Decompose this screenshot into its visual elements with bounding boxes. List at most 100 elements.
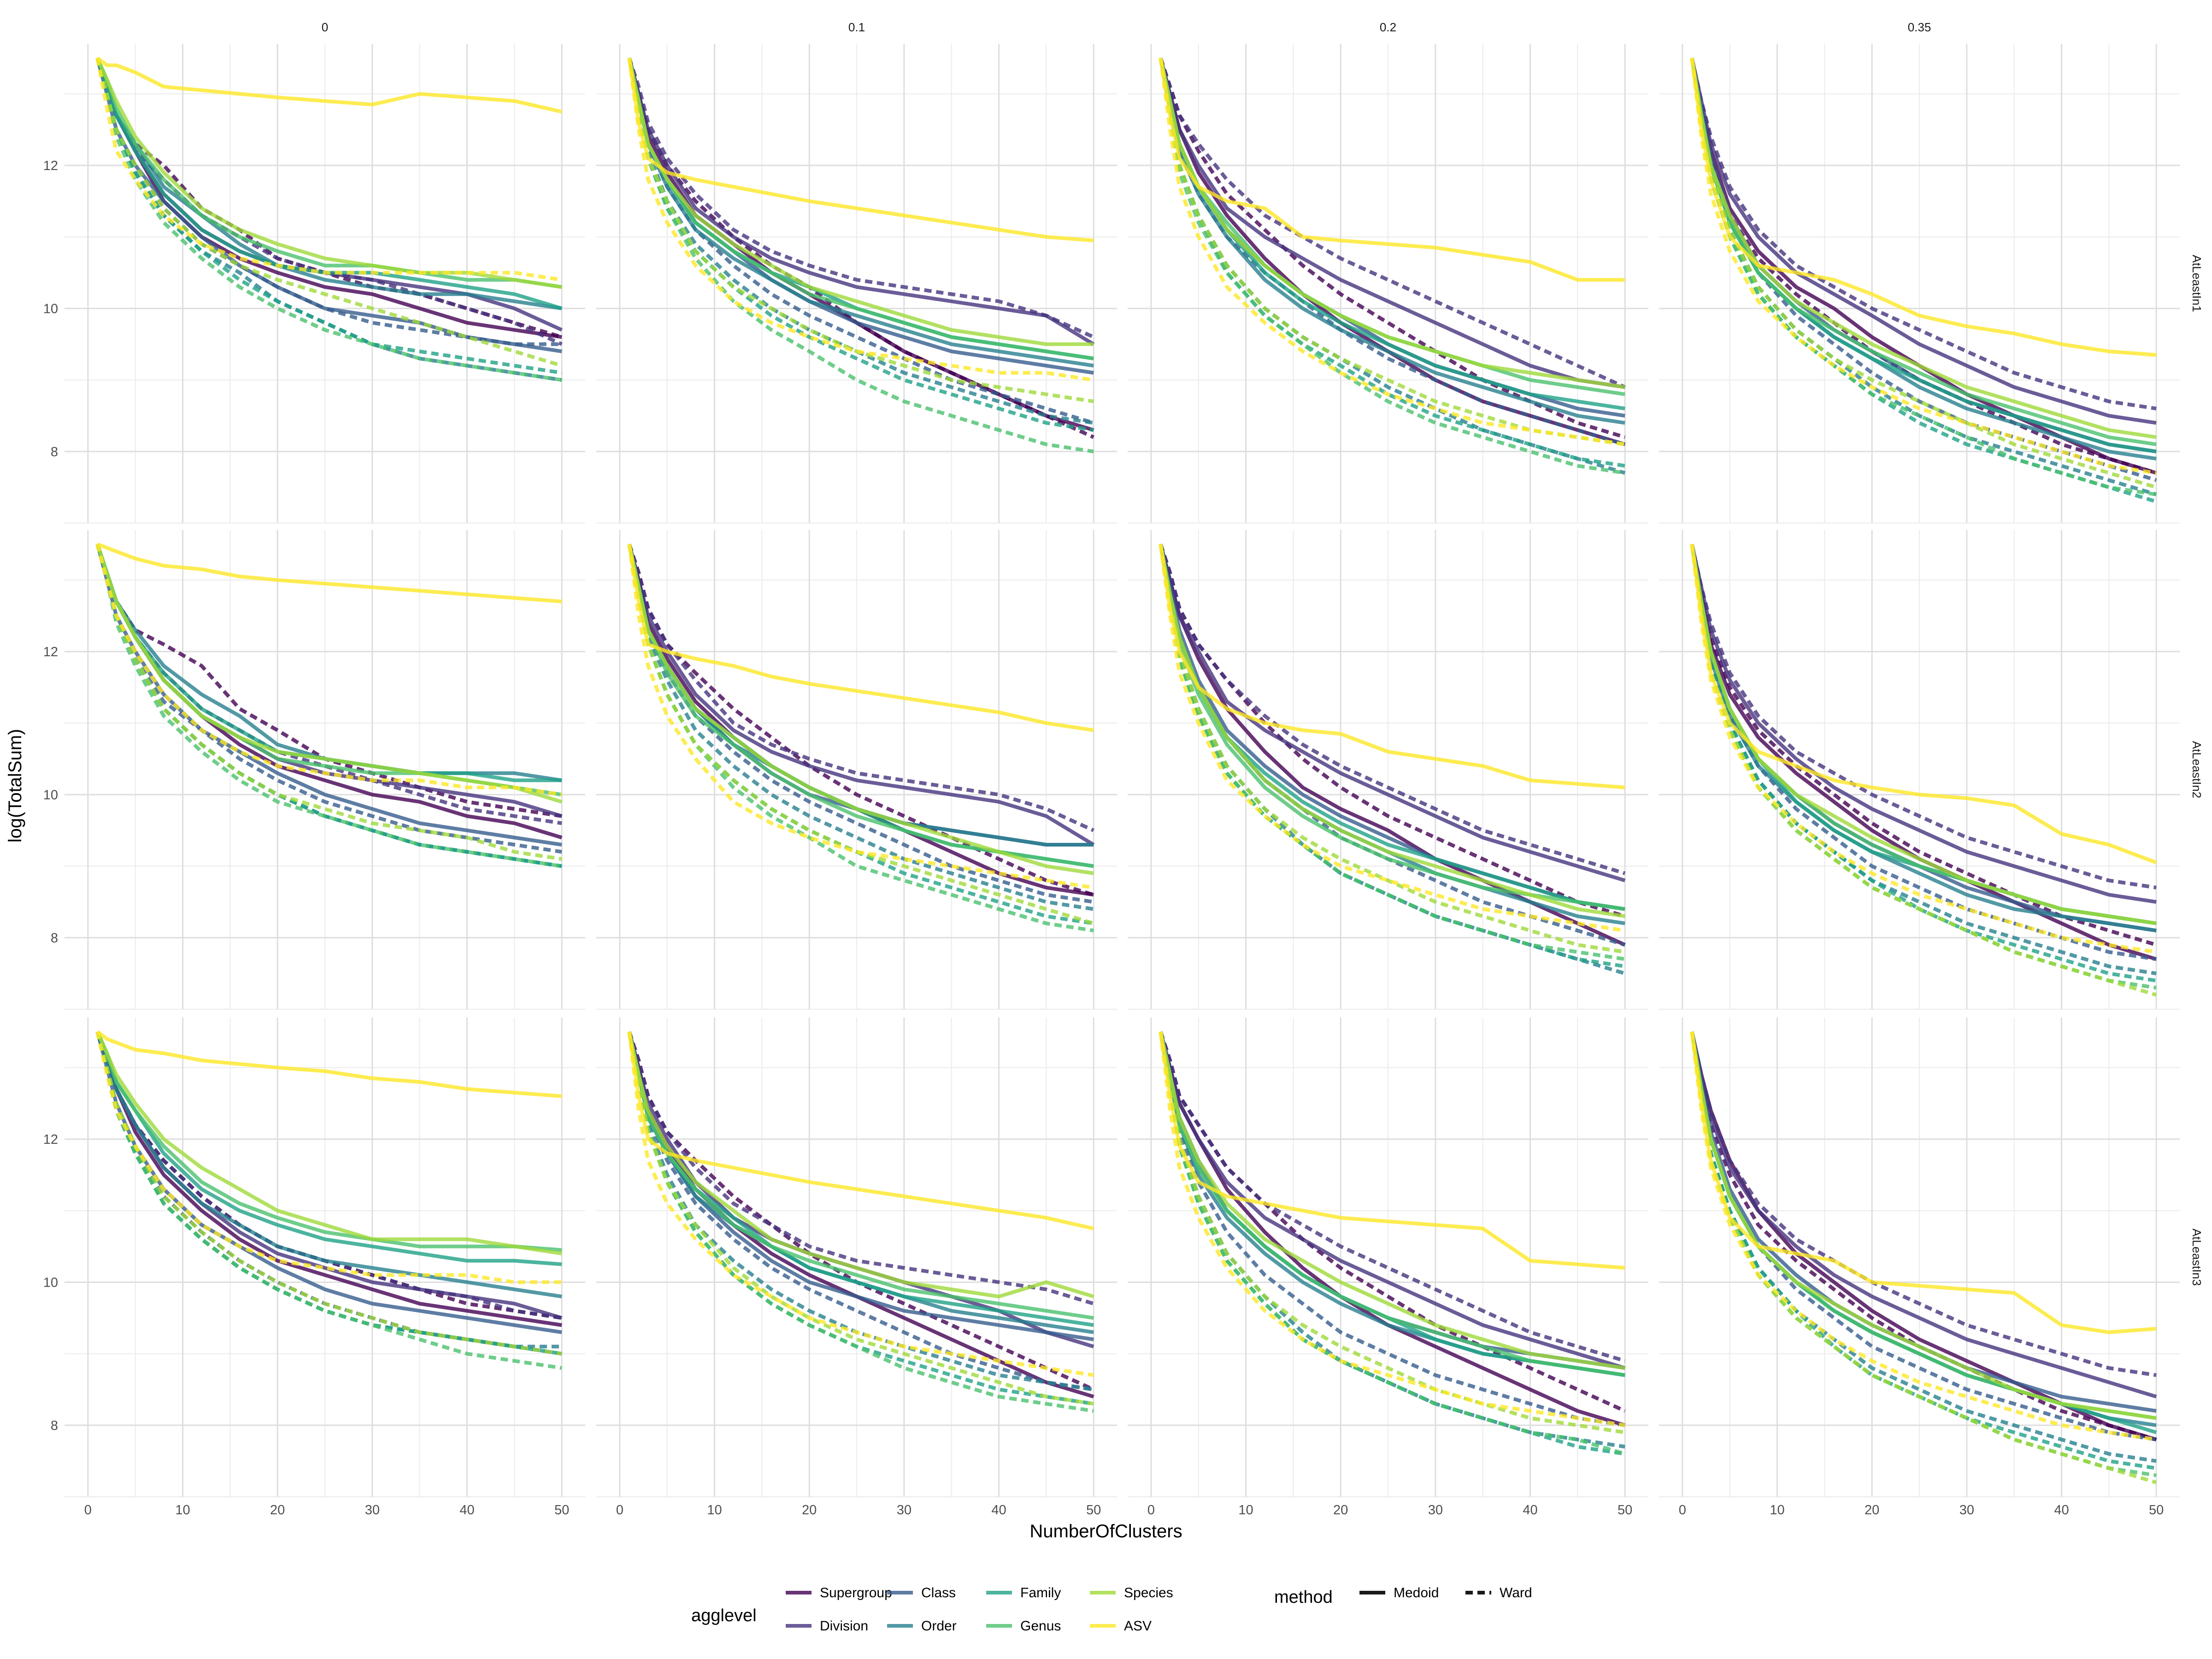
series-line xyxy=(1159,58,1625,389)
facet-column-label: 0.2 xyxy=(1380,20,1396,34)
facet-panel: 0 10 20 30 40 50 8 10 12 xyxy=(43,1018,585,1518)
series-line xyxy=(1690,58,2157,475)
series-line xyxy=(1690,544,2157,925)
series-line xyxy=(1690,1031,2157,1399)
x-tick-label: 40 xyxy=(459,1503,474,1518)
x-tick-label: 10 xyxy=(1770,1503,1784,1518)
legend-label-division: Division xyxy=(820,1618,868,1634)
series-line xyxy=(1690,58,2157,425)
series-line xyxy=(1159,57,1625,389)
y-tick-label: 12 xyxy=(43,645,58,659)
series-line xyxy=(1159,1031,1626,1370)
legend-label-medoid: Medoid xyxy=(1394,1585,1439,1600)
series-line xyxy=(627,1031,1094,1299)
series-line xyxy=(627,57,1094,339)
x-tick-label: 30 xyxy=(1959,1503,1974,1518)
series-line xyxy=(1690,544,2157,961)
y-tick-label: 10 xyxy=(43,788,58,802)
legend-label-family: Family xyxy=(1020,1585,1061,1600)
series-line xyxy=(95,58,562,282)
series-line xyxy=(1690,58,2157,357)
legend-label-order: Order xyxy=(921,1618,957,1634)
series-line xyxy=(1159,1031,1625,1449)
legend-label-supergroup: Supergroup xyxy=(820,1585,892,1600)
series-line xyxy=(1159,543,1626,875)
series-line xyxy=(1159,58,1625,282)
x-tick-label: 20 xyxy=(270,1503,285,1518)
y-tick-label: 8 xyxy=(51,445,58,459)
legend-title-agglevel: agglevel xyxy=(691,1606,757,1625)
series-line xyxy=(1690,544,2157,904)
series-line xyxy=(627,1031,1094,1377)
series-line xyxy=(95,57,562,289)
series-line xyxy=(627,1031,1094,1306)
facet-panel: 0 10 20 30 40 50 xyxy=(1659,1018,2180,1518)
series-line xyxy=(627,544,1094,890)
series-line xyxy=(1690,1031,2157,1484)
x-tick-label: 40 xyxy=(1523,1503,1537,1518)
series-line xyxy=(1690,1031,2157,1441)
series-line xyxy=(1690,1031,2157,1470)
series-line xyxy=(1159,58,1625,468)
x-tick-label: 20 xyxy=(1333,1503,1348,1518)
y-axis-title: log(TotalSum) xyxy=(5,729,25,843)
series-line xyxy=(1159,58,1625,447)
y-tick-label: 12 xyxy=(43,1132,58,1147)
series-line xyxy=(627,58,1094,382)
x-tick-label: 30 xyxy=(365,1503,380,1518)
series-line xyxy=(95,1031,562,1256)
series-line xyxy=(1159,58,1625,475)
series-line xyxy=(1159,58,1626,475)
series-line xyxy=(627,1031,1094,1230)
series-line xyxy=(95,57,562,382)
series-line xyxy=(95,57,563,311)
legend-title-method: method xyxy=(1274,1588,1333,1607)
facet-panel xyxy=(1128,44,1648,524)
facet-row-label: AtLeastIn3 xyxy=(2190,1229,2204,1286)
facet-column-label: 0.35 xyxy=(1908,20,1931,34)
y-tick-label: 12 xyxy=(43,159,58,173)
facet-column-label: 0 xyxy=(322,20,328,34)
series-line xyxy=(95,1031,562,1334)
series-line xyxy=(95,1031,562,1252)
series-line xyxy=(95,543,562,847)
series-line xyxy=(1159,1031,1625,1270)
legend-label-genus: Genus xyxy=(1020,1618,1061,1634)
series-line xyxy=(627,1031,1094,1392)
series-line xyxy=(1159,543,1626,882)
facet-panel: 8 10 12 xyxy=(43,530,585,1010)
series-line xyxy=(627,1031,1094,1320)
facet-panels: 0 0.1 0.2 0.35 AtLeastIn1 AtLeastIn2 AtLeastIn… xyxy=(43,20,2204,1518)
series-line xyxy=(95,57,562,375)
series-line xyxy=(1690,58,2157,489)
series-line xyxy=(95,57,563,368)
series-line xyxy=(1159,544,1626,976)
series-line xyxy=(1690,544,2157,865)
x-tick-label: 30 xyxy=(897,1503,912,1518)
series-line xyxy=(95,1031,562,1356)
series-line xyxy=(1159,58,1625,425)
x-tick-label: 20 xyxy=(1865,1503,1879,1518)
facet-panel xyxy=(596,530,1117,1010)
series-line xyxy=(1159,544,1625,918)
series-line xyxy=(1159,544,1625,789)
x-tick-label: 10 xyxy=(175,1503,190,1518)
series-line xyxy=(95,1031,562,1284)
series-line xyxy=(95,543,562,868)
x-tick-label: 50 xyxy=(1086,1503,1101,1518)
y-tick-label: 10 xyxy=(43,301,58,316)
series-line xyxy=(627,57,1095,346)
series-line xyxy=(1159,544,1625,933)
legend-label-asv: ASV xyxy=(1124,1618,1152,1634)
series-line xyxy=(1690,58,2157,411)
series-line xyxy=(96,56,562,114)
x-tick-label: 30 xyxy=(1428,1503,1443,1518)
legend: agglevel Supergroup Division Class Order Fami… xyxy=(691,1585,1532,1634)
legend-label-class: Class xyxy=(921,1585,956,1600)
series-line xyxy=(95,543,562,854)
x-tick-label: 10 xyxy=(707,1503,722,1518)
x-tick-label: 40 xyxy=(991,1503,1006,1518)
x-tick-label: 0 xyxy=(1147,1503,1155,1518)
series-line xyxy=(627,544,1094,876)
